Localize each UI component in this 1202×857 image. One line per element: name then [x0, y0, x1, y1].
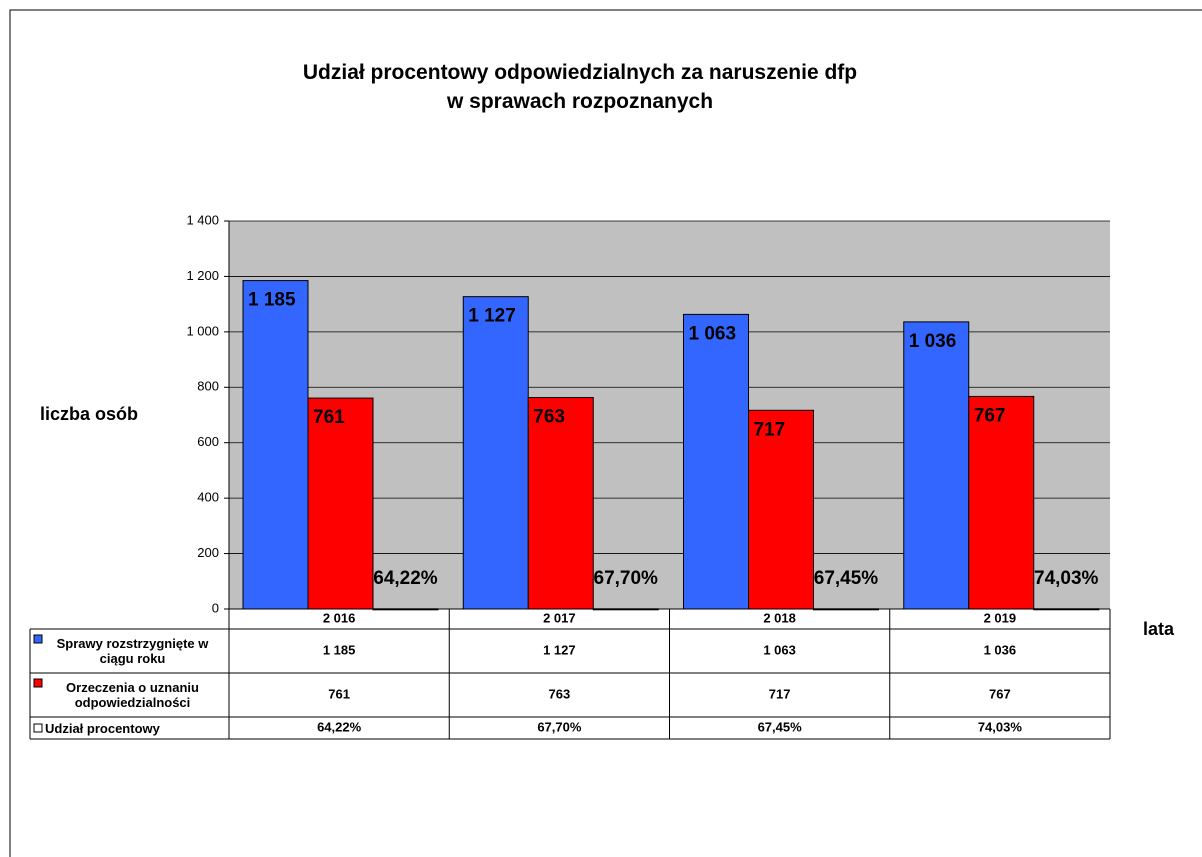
- x-tick-label: 2 017: [543, 610, 576, 625]
- table-value: 761: [328, 686, 350, 701]
- x-tick-label: 2 016: [323, 610, 356, 625]
- y-tick-label: 200: [197, 545, 219, 560]
- y-tick-label: 1 000: [186, 323, 219, 338]
- data-label: 67,45%: [814, 568, 879, 589]
- bar: [307, 397, 374, 610]
- bar: [242, 280, 309, 610]
- y-tick-label: 0: [212, 600, 219, 615]
- y-tick-label: 400: [197, 490, 219, 505]
- x-axis-label: lata: [1143, 619, 1175, 639]
- table-value: 767: [989, 686, 1011, 701]
- table-value: 1 036: [984, 642, 1017, 657]
- data-label: 1 063: [689, 323, 737, 344]
- bar: [903, 321, 970, 610]
- data-label: 1 127: [468, 306, 516, 327]
- table-value: 1 185: [323, 642, 356, 657]
- legend-swatch: [33, 678, 43, 688]
- legend-label: Udział procentowy: [45, 720, 160, 736]
- table-value: 67,45%: [758, 719, 803, 734]
- data-label: 717: [754, 419, 786, 440]
- table-value: 1 127: [543, 642, 576, 657]
- bar: [527, 397, 594, 610]
- y-axis-label: liczba osób: [40, 404, 138, 424]
- x-tick-label: 2 018: [763, 610, 796, 625]
- data-label: 1 036: [909, 331, 957, 352]
- data-label: 67,70%: [594, 568, 659, 589]
- frame: [9, 9, 1202, 857]
- data-label: 64,22%: [373, 568, 438, 589]
- data-label: 767: [974, 405, 1006, 426]
- bar: [683, 313, 749, 610]
- table-value: 64,22%: [317, 719, 362, 734]
- data-label: 74,03%: [1034, 568, 1099, 589]
- legend-swatch: [33, 634, 43, 644]
- bar: [748, 409, 814, 610]
- legend-label: Orzeczenia o uznaniu odpowiedzialności: [66, 680, 199, 710]
- data-label: 763: [533, 407, 565, 428]
- data-label: 1 185: [248, 290, 296, 311]
- table-value: 74,03%: [978, 719, 1023, 734]
- chart-title: Udział procentowy odpowiedzialnych za na…: [302, 61, 858, 113]
- legend-label: Sprawy rozstrzygnięte w ciągu roku: [56, 636, 209, 666]
- table-value: 763: [549, 686, 571, 701]
- y-tick-label: 600: [197, 434, 219, 449]
- y-tick-label: 1 400: [186, 212, 219, 227]
- table-value: 1 063: [763, 642, 796, 657]
- data-label: 761: [313, 407, 345, 428]
- bar: [462, 296, 529, 610]
- x-tick-label: 2 019: [984, 610, 1017, 625]
- y-tick-label: 800: [197, 379, 219, 394]
- legend-swatch: [33, 723, 43, 733]
- bar: [968, 395, 1035, 610]
- table-value: 67,70%: [537, 719, 582, 734]
- y-tick-label: 1 200: [186, 268, 219, 283]
- table-value: 717: [769, 686, 791, 701]
